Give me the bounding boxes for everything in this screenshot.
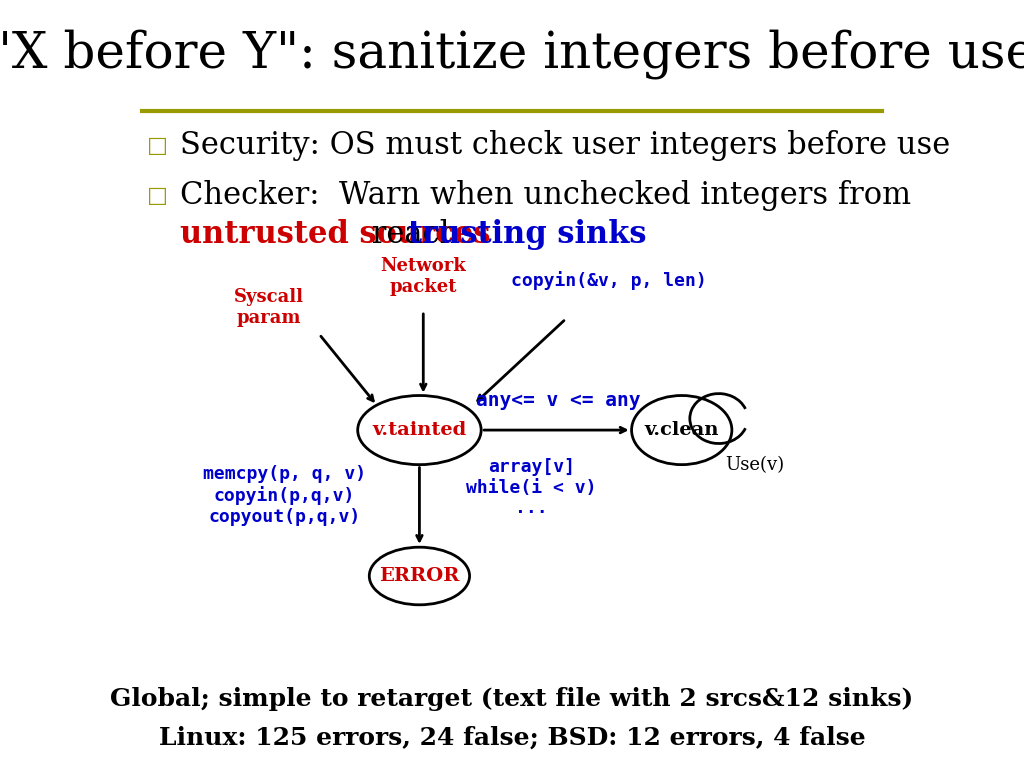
Text: Syscall
param: Syscall param <box>234 288 304 326</box>
Text: untrusted sources: untrusted sources <box>180 219 490 250</box>
Text: Checker:  Warn when unchecked integers from: Checker: Warn when unchecked integers fr… <box>180 180 911 211</box>
Text: v.tainted: v.tainted <box>373 421 467 439</box>
Text: "X before Y": sanitize integers before use: "X before Y": sanitize integers before u… <box>0 28 1024 79</box>
Text: v.clean: v.clean <box>644 421 719 439</box>
Text: Network
packet: Network packet <box>380 257 466 296</box>
Text: Global; simple to retarget (text file with 2 srcs&12 sinks): Global; simple to retarget (text file wi… <box>111 687 913 711</box>
Text: array[v]
while(i < v)
...: array[v] while(i < v) ... <box>466 458 597 518</box>
Text: Security: OS must check user integers before use: Security: OS must check user integers be… <box>180 131 950 161</box>
Text: trusting sinks: trusting sinks <box>408 219 646 250</box>
Text: any<= v <= any: any<= v <= any <box>476 392 641 410</box>
Ellipse shape <box>632 396 732 465</box>
Text: □: □ <box>146 186 168 206</box>
Text: ERROR: ERROR <box>379 567 460 585</box>
Text: memcpy(p, q, v)
copyin(p,q,v)
copyout(p,q,v): memcpy(p, q, v) copyin(p,q,v) copyout(p,… <box>203 465 366 526</box>
Text: □: □ <box>146 136 168 156</box>
Ellipse shape <box>370 547 470 605</box>
Text: copyin(&v, p, len): copyin(&v, p, len) <box>511 271 707 290</box>
Text: Linux: 125 errors, 24 false; BSD: 12 errors, 4 false: Linux: 125 errors, 24 false; BSD: 12 err… <box>159 725 865 750</box>
Text: Use(v): Use(v) <box>725 455 784 474</box>
Ellipse shape <box>357 396 481 465</box>
Text: reach: reach <box>361 219 469 250</box>
